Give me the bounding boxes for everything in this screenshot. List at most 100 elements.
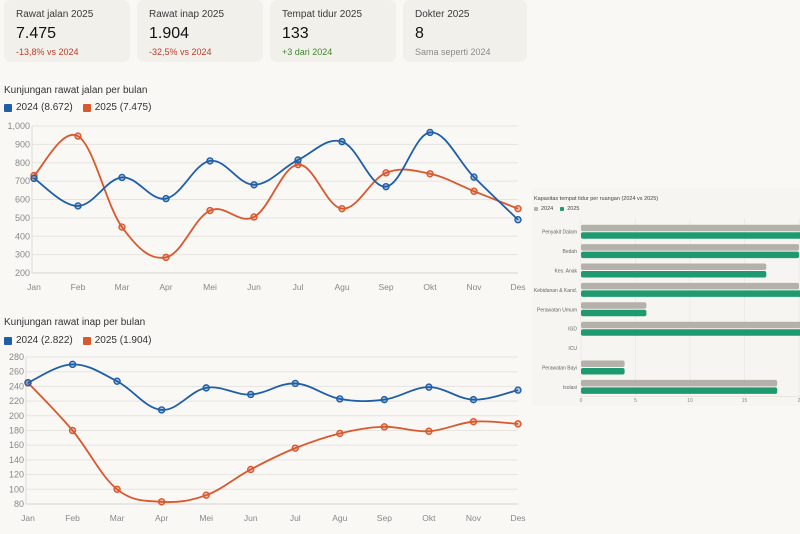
legend-label-2024: 2024 — [541, 206, 554, 212]
y-tick-label: 600 — [15, 195, 30, 205]
series-line-2025 — [27, 382, 519, 503]
legend-swatch-2024 — [4, 103, 12, 112]
data-point-2025 — [157, 498, 166, 506]
category-label: Kes. Anak — [554, 269, 577, 275]
kpi-card-rawat-jalan: Rawat jalan 2025 7.475 -13,8% vs 2024 — [4, 0, 130, 62]
data-point-2024 — [338, 137, 346, 146]
category-label: Kebidanan & Kand. — [534, 288, 577, 294]
x-tick-label: 10 — [687, 398, 693, 404]
x-tick-label: 0 — [580, 398, 583, 404]
x-tick-label: Mar — [110, 513, 125, 523]
legend-item-2024[interactable]: 2024 (8.672) — [4, 102, 73, 113]
x-tick-label: Mar — [115, 282, 130, 292]
y-tick-label: 240 — [9, 381, 24, 391]
legend-swatch-2024 — [534, 207, 538, 211]
category-label: Bedah — [563, 249, 578, 255]
bar-2024 — [581, 321, 800, 329]
legend-item-2024[interactable]: 2024 (2.822) — [4, 335, 73, 346]
data-point-2025 — [74, 132, 82, 140]
bar-2025 — [581, 368, 625, 375]
legend-swatch-2024 — [4, 336, 12, 345]
line-chart-rawat-inap: 280 260 240 220 200 180 160 140 120 100 80 Jan Feb Ma… — [9, 352, 526, 523]
data-point-2024 — [24, 379, 32, 387]
legend-rawat-inap: 2024 (2.822) 2025 (1.904) — [4, 335, 151, 346]
y-tick-label: 220 — [9, 396, 24, 406]
y-tick-label: 260 — [9, 367, 24, 377]
y-tick-label: 100 — [9, 484, 24, 494]
x-tick-label: Jul — [293, 282, 304, 292]
kpi-delta: -13,8% vs 2024 — [16, 47, 79, 57]
data-point-2025 — [247, 465, 255, 474]
y-tick-label: 200 — [9, 411, 24, 421]
category-label: IGD — [568, 327, 577, 333]
legend-item-2025[interactable]: 2025 (1.904) — [82, 335, 151, 346]
kpi-card-rawat-inap: Rawat inap 2025 1.904 -32,5% vs 2024 — [137, 0, 263, 62]
bar-2024 — [581, 282, 799, 290]
bar-2024 — [581, 379, 778, 387]
x-tick-label: Nov — [466, 282, 482, 292]
data-point-2024 — [382, 182, 390, 191]
x-tick-label: Jan — [27, 282, 41, 292]
data-point-2025 — [338, 204, 346, 213]
data-point-2025 — [113, 485, 121, 494]
x-tick-label: Okt — [423, 282, 437, 292]
data-point-2025 — [162, 253, 170, 262]
kpi-label: Tempat tidur 2025 — [282, 9, 363, 20]
data-point-2024 — [336, 395, 344, 403]
data-point-2024 — [202, 384, 210, 392]
category-label: Penyakit Dalam — [542, 230, 577, 236]
x-tick-label: Jul — [290, 513, 301, 523]
x-tick-label: Jun — [244, 513, 258, 523]
kpi-label: Rawat inap 2025 — [149, 9, 225, 20]
data-point-2025 — [380, 423, 389, 431]
data-point-2025 — [469, 417, 478, 426]
x-tick-label: Jan — [21, 513, 35, 523]
legend-swatch-2025 — [82, 103, 91, 112]
series-line-2024 — [27, 363, 519, 411]
x-tick-label: Sep — [378, 282, 393, 292]
bar-2024 — [581, 360, 625, 367]
bar-2025 — [581, 251, 799, 259]
legend-label-2025: 2025 — [567, 206, 580, 212]
legend-item-2025[interactable]: 2025 (7.475) — [82, 102, 151, 113]
chart-title-rawat-inap: Kunjungan rawat inap per bulan — [4, 317, 146, 328]
x-tick-label: Des — [510, 513, 525, 523]
data-point-2025 — [118, 223, 126, 231]
data-point-2025 — [514, 204, 522, 213]
kpi-value: 133 — [282, 25, 309, 42]
data-point-2024 — [514, 386, 522, 394]
legend-item-2025[interactable]: 2025 — [560, 206, 580, 212]
chart-title-bed-capacity: Kapasitas tempat tidur per ruangan (2024… — [534, 196, 659, 202]
bar-2024 — [581, 244, 799, 251]
data-point-2025 — [425, 427, 433, 435]
data-point-2025 — [202, 491, 210, 499]
data-point-2025 — [250, 213, 258, 221]
bar-chart-bed-capacity: 0 5 10 15 2 Penyakit Dalam Bedah Kes. Anak Kebid… — [534, 218, 800, 404]
series-line-2025 — [33, 133, 519, 259]
legend-swatch-2025 — [560, 207, 565, 211]
bar-2024 — [581, 263, 767, 270]
category-label: Perawatan Bayi — [542, 366, 577, 372]
kpi-card-dokter: Dokter 2025 8 Sama seperti 2024 — [403, 0, 527, 62]
data-point-2024 — [470, 173, 478, 181]
x-tick-label: 15 — [742, 398, 748, 404]
data-point-2025 — [291, 444, 299, 452]
y-tick-label: 160 — [9, 440, 24, 450]
x-tick-label: Agu — [334, 282, 349, 292]
data-point-2024 — [157, 406, 166, 414]
bar-2025 — [581, 271, 767, 278]
data-point-2024 — [250, 181, 258, 189]
y-tick-label: 500 — [15, 213, 30, 223]
bar-2025 — [581, 387, 778, 394]
y-tick-label: 120 — [9, 470, 24, 480]
category-label: Perawatan Umum — [537, 307, 577, 313]
legend-item-2024[interactable]: 2024 — [534, 206, 553, 212]
x-tick-label: Des — [510, 282, 525, 292]
y-tick-label: 180 — [9, 426, 24, 436]
y-tick-label: 800 — [15, 158, 30, 168]
legend-rawat-jalan: 2024 (8.672) 2025 (7.475) — [4, 102, 151, 113]
y-tick-label: 200 — [15, 268, 30, 278]
y-tick-label: 700 — [15, 176, 30, 186]
x-tick-label: Apr — [159, 282, 172, 292]
data-point-2024 — [30, 174, 38, 183]
